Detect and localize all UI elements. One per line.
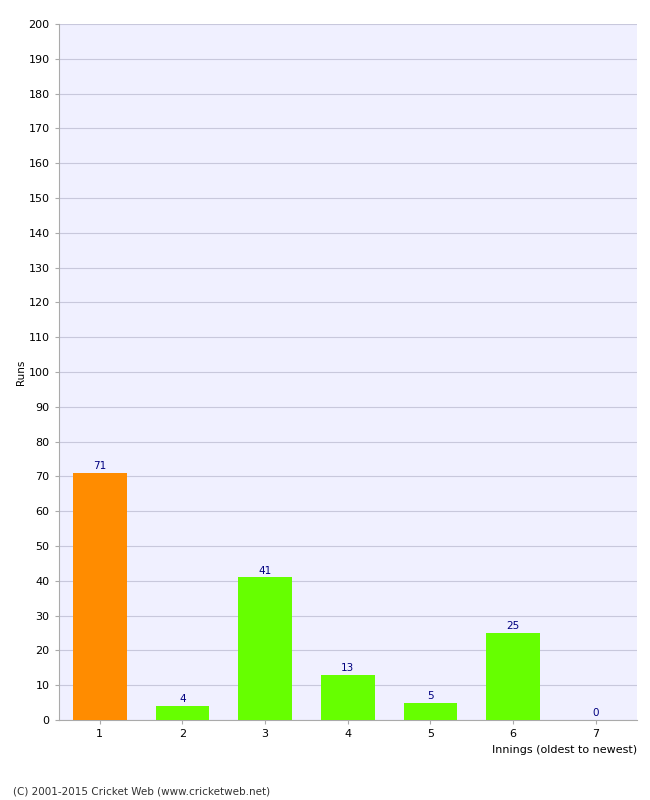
Text: 71: 71 [93, 461, 107, 471]
Bar [486, 633, 540, 720]
Y-axis label: Runs: Runs [16, 359, 25, 385]
Text: 41: 41 [259, 566, 272, 575]
X-axis label: Innings (oldest to newest): Innings (oldest to newest) [492, 745, 637, 754]
Bar [404, 702, 457, 720]
Bar [239, 578, 292, 720]
Text: 0: 0 [592, 708, 599, 718]
Text: 5: 5 [427, 691, 434, 701]
Text: 4: 4 [179, 694, 186, 704]
Bar [155, 706, 209, 720]
Text: (C) 2001-2015 Cricket Web (www.cricketweb.net): (C) 2001-2015 Cricket Web (www.cricketwe… [13, 786, 270, 796]
Bar [321, 674, 374, 720]
Bar [73, 473, 127, 720]
Text: 13: 13 [341, 663, 354, 673]
Text: 25: 25 [506, 622, 519, 631]
